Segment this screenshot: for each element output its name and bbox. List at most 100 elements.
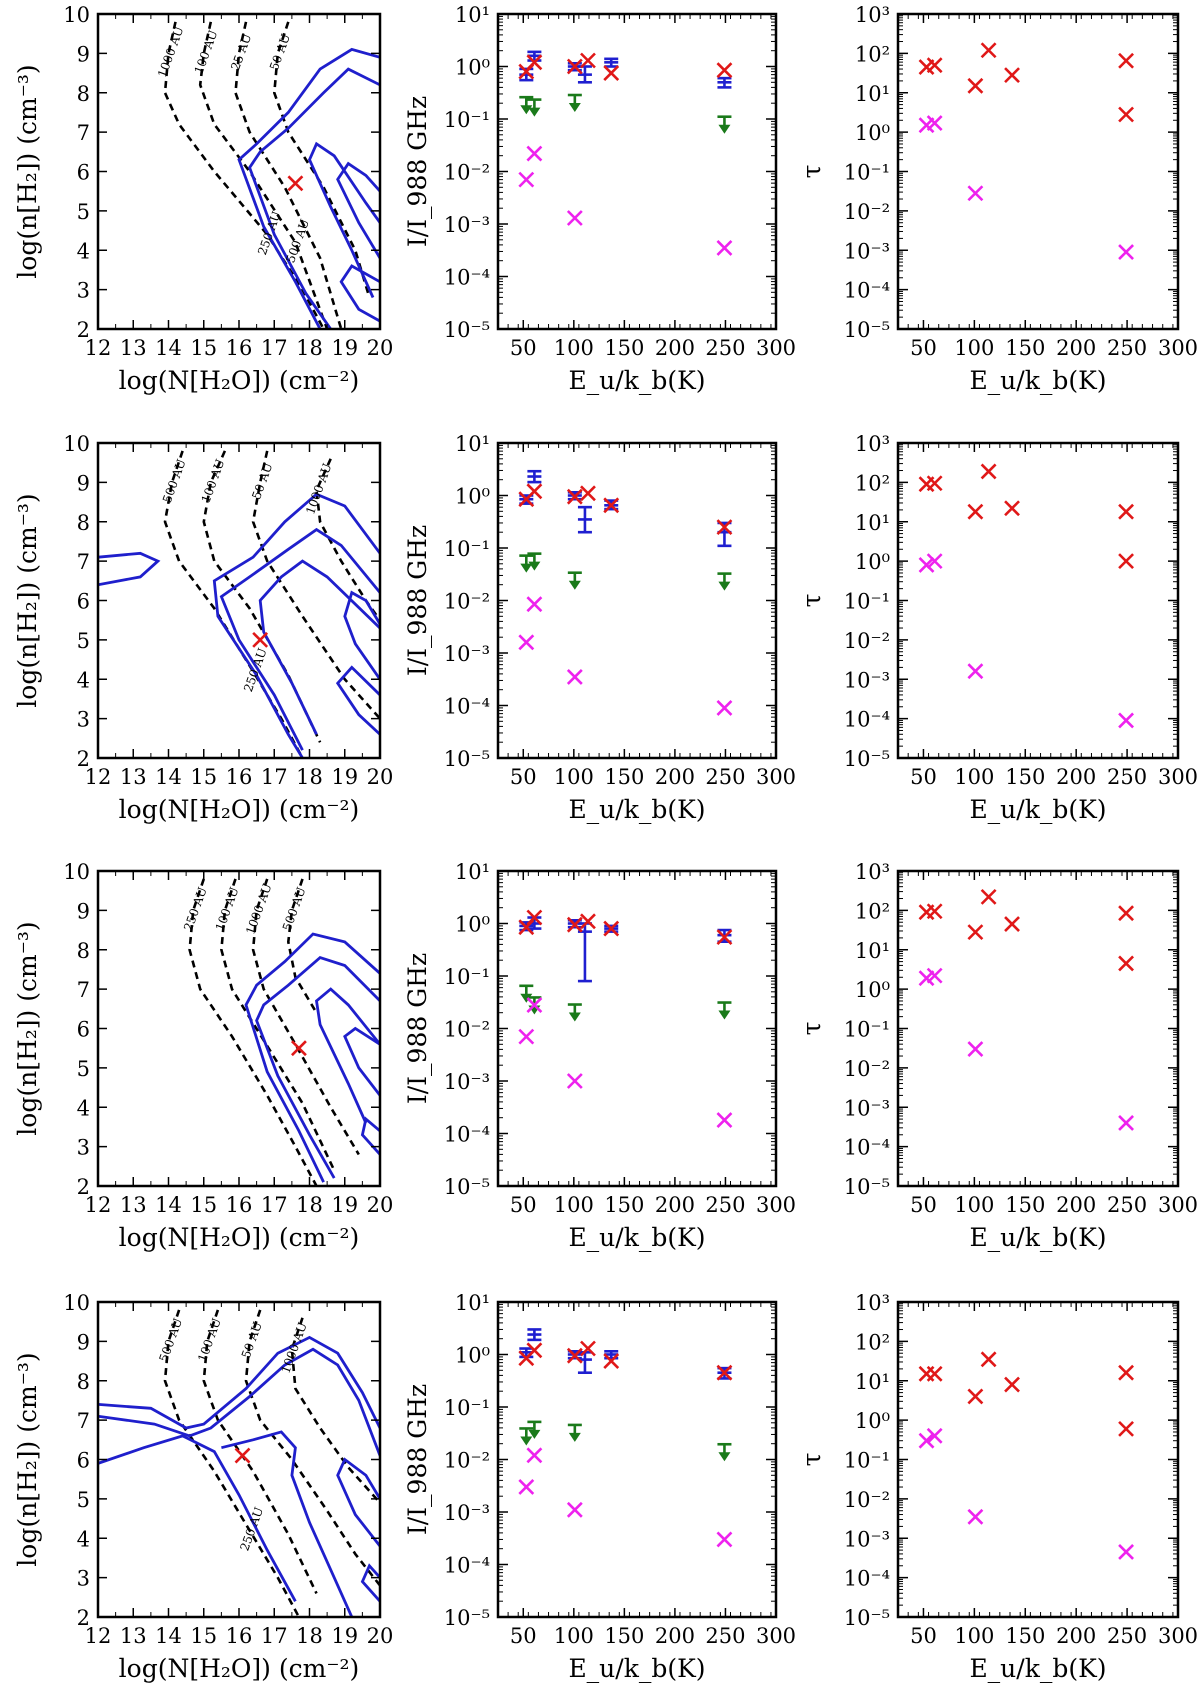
model-magenta-marker (518, 1479, 535, 1495)
y-tick-label: 10⁻¹ (444, 1396, 490, 1420)
dashed-contour (220, 878, 336, 1171)
y-tick-label: 10⁰ (455, 1344, 490, 1368)
model-red-marker (716, 1364, 733, 1381)
y-tick-label: 10⁻³ (444, 213, 490, 237)
model-red-marker (526, 1342, 543, 1359)
x-tick-label: 100 (954, 1624, 994, 1648)
contour-panel: 500 AU 100 AU 50 AU 1000 AU 250 AU 12 13 14 15 16… (13, 432, 393, 824)
tau-red-marker (967, 924, 984, 941)
y-tick-label: 10³ (855, 3, 890, 27)
y-tick-label: 8 (77, 939, 90, 963)
x-tick-label: 150 (604, 1624, 644, 1648)
tau-magenta-marker (967, 185, 984, 202)
dashed-contour (272, 21, 371, 298)
observed-point (604, 57, 619, 68)
x-tick-label: 18 (296, 1624, 323, 1648)
y-tick-label: 10⁻⁵ (844, 1175, 890, 1199)
y-tick-label: 6 (77, 590, 90, 614)
y-tick-label: 4 (77, 239, 90, 263)
solid-contour (98, 1434, 297, 1602)
contour-label: 100 AU (192, 28, 221, 76)
y-tick-label: 10² (855, 1330, 890, 1354)
y-tick-label: 2 (77, 1606, 90, 1630)
x-tick-label: 50 (910, 1624, 937, 1648)
upper-limit-marker (567, 1003, 582, 1022)
y-tick-label: 2 (77, 318, 90, 342)
solid-contour (221, 1430, 354, 1617)
model-magenta-marker (526, 1447, 543, 1464)
y-tick-label: 10⁻¹ (444, 108, 490, 132)
model-red-marker (526, 909, 543, 926)
x-tick-label: 19 (331, 336, 358, 360)
y-tick-label: 10⁻¹ (444, 965, 490, 989)
model-red-marker (566, 58, 583, 75)
y-tick-label: 10⁻³ (444, 1501, 490, 1525)
x-tick-label: 250 (1107, 1193, 1147, 1217)
tau-red-marker (926, 475, 943, 492)
contour-label: 500 AU (283, 217, 312, 265)
x-tick-label: 14 (155, 1624, 182, 1648)
model-red-marker (580, 913, 596, 930)
solid-contour (237, 47, 380, 329)
tau-panel: 50 100 150 200 250 300 10⁻⁵ 10⁻⁴ 10⁻³ 10⁻² 10⁻¹ 10⁰… (797, 860, 1198, 1252)
best-fit-marker (234, 1447, 251, 1464)
x-tick-label: 18 (296, 336, 323, 360)
x-tick-label: 20 (367, 336, 394, 360)
dashed-contour (163, 1309, 301, 1617)
x-tick-label: 20 (367, 1193, 394, 1217)
tau-red-marker (980, 1351, 997, 1368)
upper-limit-marker (527, 1420, 542, 1439)
y-axis-label: I/I_988 GHz (403, 96, 432, 247)
model-magenta-marker (526, 997, 543, 1013)
x-axis-label: E_u/k_b(K) (568, 1654, 705, 1683)
y-tick-label: 10⁻⁵ (444, 747, 490, 771)
y-tick-label: 10⁰ (855, 978, 890, 1002)
y-axis-label: log(n[H₂]) (cm⁻³) (13, 921, 42, 1135)
y-tick-label: 3 (77, 708, 90, 732)
observed-point (717, 76, 732, 89)
y-tick-label: 10⁻⁴ (444, 266, 490, 290)
y-tick-label: 10 (63, 3, 90, 27)
y-axis-label: τ (797, 165, 826, 179)
y-axis-label: I/I_988 GHz (403, 1384, 432, 1535)
x-tick-label: 17 (261, 1624, 288, 1648)
y-tick-label: 5 (77, 200, 90, 224)
model-red-marker (526, 54, 543, 71)
model-red-marker (526, 483, 543, 500)
contour-label: 50 AU (267, 32, 293, 72)
x-tick-label: 250 (705, 1193, 745, 1217)
x-axis-label: E_u/k_b(K) (969, 1223, 1106, 1252)
y-tick-label: 10⁻² (844, 629, 890, 653)
model-red-marker (716, 519, 733, 536)
x-tick-label: 200 (1056, 1624, 1096, 1648)
upper-limit-marker (717, 1001, 732, 1020)
tau-red-marker (1004, 500, 1020, 517)
model-magenta-marker (566, 1073, 583, 1089)
y-tick-label: 10⁻⁵ (844, 1606, 890, 1630)
model-magenta-marker (518, 634, 535, 651)
y-axis-label: τ (797, 1022, 826, 1036)
y-tick-label: 8 (77, 82, 90, 106)
dashed-contour (188, 878, 318, 1186)
upper-limit-marker (519, 554, 534, 573)
observed-point (527, 469, 542, 484)
model-magenta-marker (566, 1501, 583, 1518)
y-tick-label: 10⁻⁵ (844, 318, 890, 342)
tau-panel: 50 100 150 200 250 300 10⁻⁵ 10⁻⁴ 10⁻³ 10⁻² 10⁻¹ 10⁰… (797, 432, 1198, 824)
y-tick-label: 3 (77, 279, 90, 303)
contour-label: 100 AU (213, 885, 242, 933)
x-tick-label: 12 (85, 1624, 112, 1648)
tau-magenta-marker (926, 967, 943, 984)
upper-limit-marker (527, 98, 542, 117)
x-tick-label: 50 (910, 336, 937, 360)
y-tick-label: 6 (77, 161, 90, 185)
y-tick-label: 7 (77, 550, 90, 574)
solid-contour (335, 665, 380, 736)
y-tick-label: 2 (77, 747, 90, 771)
ratio-panel: 50 100 150 200 250 300 10⁻⁵ 10⁻⁴ 10⁻³ 10⁻² 10⁻¹ 10⁰… (403, 432, 796, 824)
tau-magenta-marker (967, 663, 984, 680)
solid-contour (255, 956, 380, 1179)
y-tick-label: 5 (77, 629, 90, 653)
y-tick-label: 10⁰ (455, 56, 490, 80)
